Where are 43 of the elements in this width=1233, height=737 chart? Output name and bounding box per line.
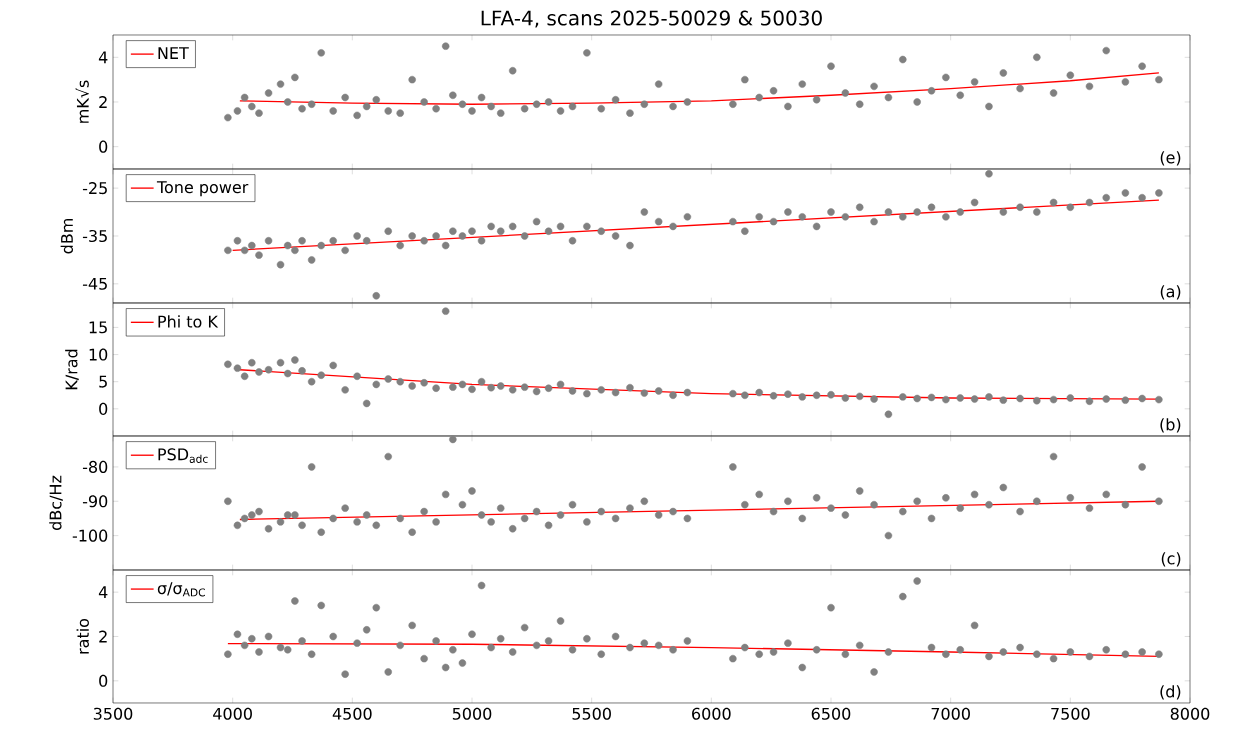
chart-title: LFA-4, scans 2025-50029 & 50030 bbox=[481, 10, 822, 28]
annotation: (e) bbox=[1160, 151, 1181, 166]
annotation: (d) bbox=[1160, 685, 1181, 700]
annotation: (b) bbox=[1160, 418, 1181, 433]
y-tick-label: -35 bbox=[82, 229, 107, 243]
x-tick-label: 5500 bbox=[572, 707, 611, 720]
y-tick-label: 10 bbox=[89, 348, 108, 361]
y-tick-label: -45 bbox=[82, 277, 107, 290]
y-tick-label: 2 bbox=[99, 630, 107, 643]
y-tick-label: -25 bbox=[82, 182, 107, 195]
y-tick-label: 4 bbox=[98, 51, 108, 64]
y-tick-label: -90 bbox=[82, 495, 108, 508]
x-tick-label: 4500 bbox=[332, 707, 372, 720]
legend-label: σ/σ$_{ADC}$ bbox=[157, 582, 205, 597]
y-tick-label: 0 bbox=[99, 674, 108, 687]
y-axis-title: dBc/Hz bbox=[49, 475, 63, 530]
y-tick-label: 0 bbox=[99, 140, 108, 153]
x-tick-label: 6000 bbox=[692, 707, 731, 720]
annotation: (c) bbox=[1161, 552, 1181, 567]
y-tick-label: -100 bbox=[72, 529, 108, 542]
legend-label: Tone power bbox=[156, 181, 249, 197]
y-axis-title: ratio bbox=[76, 618, 89, 654]
line-series bbox=[239, 72, 1160, 105]
x-tick-label: 6500 bbox=[811, 707, 851, 720]
y-axis-title: K/rad bbox=[65, 349, 79, 390]
y-tick-label: 2 bbox=[99, 96, 107, 108]
y-axis-title: dBm bbox=[60, 218, 74, 254]
y-tick-label: 0 bbox=[99, 402, 108, 415]
y-tick-label: -80 bbox=[82, 460, 108, 473]
legend-label: PSD$_{adc}$ bbox=[158, 448, 208, 463]
y-tick-label: 4 bbox=[98, 586, 108, 598]
x-tick-label: 7500 bbox=[1051, 707, 1090, 720]
x-tick-label: 7000 bbox=[931, 707, 970, 720]
legend-label: NET bbox=[158, 47, 189, 59]
legend-label: Phi to K bbox=[158, 315, 219, 328]
annotation: (a) bbox=[1160, 285, 1181, 300]
y-axis-title: mK√s bbox=[75, 80, 89, 123]
x-tick-label: 5000 bbox=[452, 707, 492, 720]
x-tick-label: 3500 bbox=[93, 707, 133, 720]
y-tick-label: 5 bbox=[99, 375, 107, 388]
x-tick-label: 8000 bbox=[1170, 707, 1210, 720]
y-tick-label: 15 bbox=[89, 321, 107, 334]
x-tick-label: 4000 bbox=[213, 707, 252, 720]
